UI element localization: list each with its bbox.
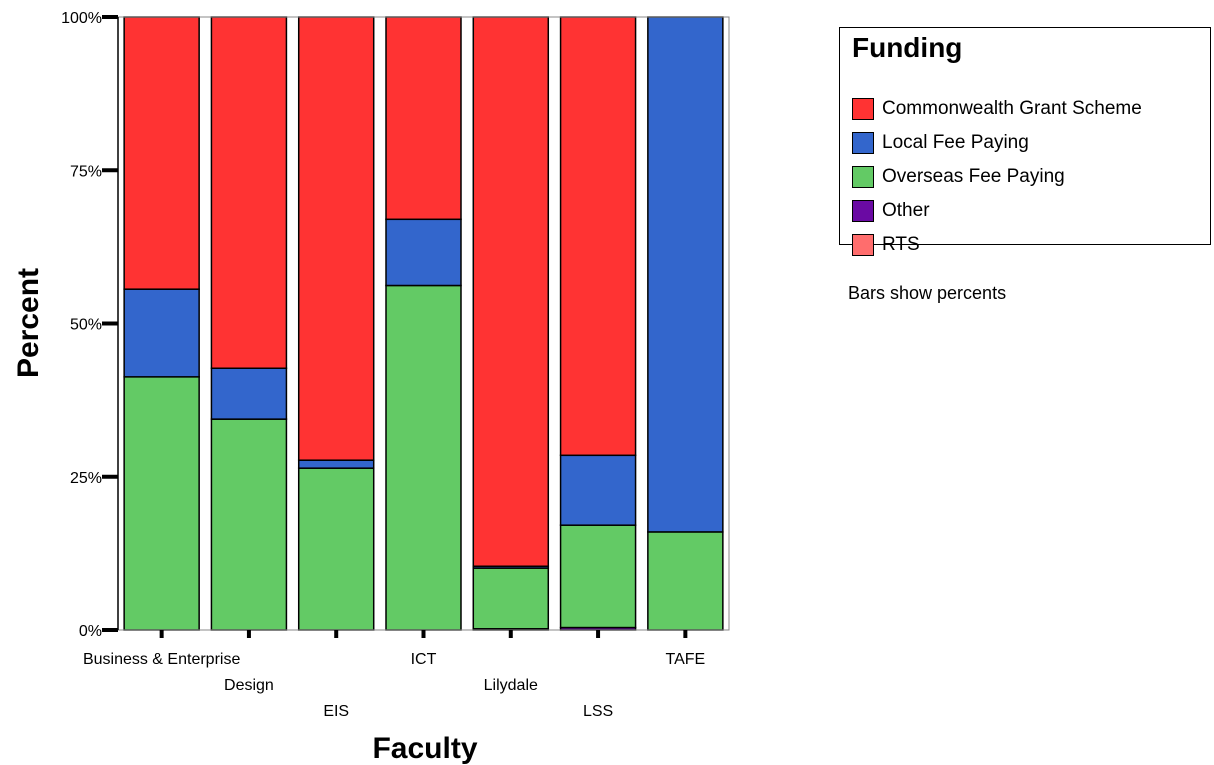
legend-swatch — [852, 234, 874, 256]
bar-business-enterprise-overseas-fee-paying — [123, 376, 200, 631]
x-tick-label-lss: LSS — [583, 703, 613, 720]
bars-note: Bars show percents — [848, 283, 1007, 303]
bar-design-local-fee-paying — [210, 367, 288, 420]
y-tick-label: 75% — [70, 163, 102, 180]
bar-lss-local-fee-paying — [559, 454, 637, 526]
bar-lss-commonwealth-grant-scheme — [559, 16, 637, 457]
bar-lilydale-overseas-fee-paying — [472, 567, 550, 630]
x-tick-label-lilydale: Lilydale — [484, 677, 538, 694]
legend-item-local-fee-paying: Local Fee Paying — [852, 130, 1029, 156]
legend-label: Overseas Fee Paying — [882, 166, 1065, 187]
bar-design-commonwealth-grant-scheme — [210, 16, 288, 369]
x-tick-label-ict: ICT — [411, 651, 437, 668]
bar-ict-commonwealth-grant-scheme — [385, 16, 462, 221]
x-tick-label-tafe: TAFE — [666, 651, 706, 668]
bar-ict-overseas-fee-paying — [385, 284, 462, 631]
legend-label: RTS — [882, 234, 920, 255]
legend-item-commonwealth-grant-scheme: Commonwealth Grant Scheme — [852, 96, 1142, 122]
legend-item-rts: RTS — [852, 232, 920, 258]
legend-swatch — [852, 98, 874, 120]
legend-swatch — [852, 200, 874, 222]
bars-layer — [123, 16, 724, 631]
legend-label: Other — [882, 200, 930, 221]
x-tick-label-eis: EIS — [323, 703, 349, 720]
bar-business-enterprise-commonwealth-grant-scheme — [123, 16, 200, 290]
bar-lss-overseas-fee-paying — [559, 524, 637, 629]
bar-ict-local-fee-paying — [385, 218, 462, 287]
legend-swatch — [852, 166, 874, 188]
bar-eis-overseas-fee-paying — [297, 467, 375, 631]
x-axis-title: Faculty — [372, 732, 477, 765]
y-tick-label: 25% — [70, 470, 102, 487]
y-tick-label: 50% — [70, 317, 102, 334]
axis-layer: 0% 25% 50% 75% 100% Business & Enterprise Desi… — [61, 10, 730, 720]
bar-eis-local-fee-paying — [297, 459, 375, 469]
legend-item-other: Other — [852, 198, 930, 224]
bar-business-enterprise-local-fee-paying — [123, 288, 200, 378]
bar-design-overseas-fee-paying — [210, 418, 288, 631]
bar-lilydale-commonwealth-grant-scheme — [472, 16, 550, 567]
legend-title: Funding — [852, 32, 963, 63]
bar-tafe-local-fee-paying — [647, 16, 724, 533]
y-axis-title: Percent — [12, 268, 45, 378]
y-tick-label: 0% — [79, 623, 102, 640]
legend-label: Local Fee Paying — [882, 132, 1029, 153]
legend-label: Commonwealth Grant Scheme — [882, 98, 1142, 119]
y-tick-label: 100% — [61, 10, 102, 27]
x-tick-label-design: Design — [224, 677, 274, 694]
legend-swatch — [852, 132, 874, 154]
legend: Funding Commonwealth Grant Scheme Local F… — [839, 27, 1211, 256]
bar-eis-commonwealth-grant-scheme — [297, 16, 375, 461]
legend-item-overseas-fee-paying: Overseas Fee Paying — [852, 164, 1065, 190]
x-tick-label-business-enterprise: Business & Enterprise — [83, 651, 241, 668]
bar-tafe-overseas-fee-paying — [647, 531, 724, 631]
